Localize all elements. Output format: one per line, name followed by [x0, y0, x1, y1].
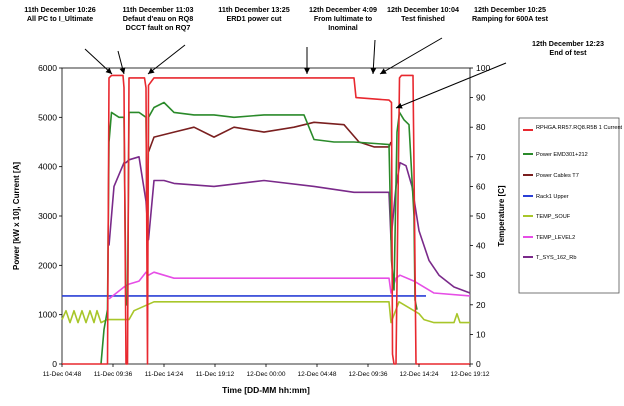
annotation-line: 11th December 13:25	[218, 5, 290, 14]
annotation-line: Defaut d'eau on RQ8	[123, 14, 193, 23]
legend-label-temp-level2: TEMP_LEVEL2	[536, 235, 575, 241]
annotation-arrow-line	[395, 62, 507, 109]
annotation-arrowhead	[148, 67, 155, 74]
annotation-line: 12th December 12:23	[532, 39, 604, 48]
annotation-text: 11th December 13:25 ERD1 power cut	[218, 5, 290, 23]
legend-label-t-sys-162-rb: T_SYS_162_Rb	[536, 255, 576, 261]
legend-label-power-cables-t7: Power Cables T7	[536, 173, 579, 179]
annotation-line: DCCT fault on RQ7	[126, 23, 191, 32]
annotations: 11th December 10:26 All PC to I_Ultimate1…	[24, 5, 604, 109]
annotation-line: Ramping for 600A test	[472, 14, 549, 23]
y2-tick-label: 60	[476, 181, 486, 191]
series-layer	[61, 74, 471, 365]
annotation-arrow-line	[379, 37, 443, 75]
y2-tick-label: 20	[476, 300, 486, 310]
y2-tick-label: 90	[476, 93, 486, 103]
legend-label-temp-souf: TEMP_SOUF	[536, 214, 571, 220]
y2-tick-label: 50	[476, 211, 486, 221]
annotation-line: 12th December 10:04	[387, 5, 459, 14]
x-tick-label: 11-Dec 09:36	[94, 371, 133, 378]
legend-label-rack1-upper: Rack1 Upper	[536, 194, 569, 200]
series-line-power-emd301-212	[100, 101, 418, 365]
y2-tick-label: 30	[476, 270, 486, 280]
annotation-arrow-line	[147, 44, 186, 75]
annotation-text: 11th December 10:26 All PC to I_Ultimate	[24, 5, 96, 23]
y-tick-label: 5000	[38, 112, 57, 122]
x-tick-label: 12-Dec 14:24	[399, 371, 438, 378]
annotation-line: From Iultimate to	[314, 14, 373, 23]
series-line-power-cables-t7	[147, 121, 392, 153]
annotation-text: 12th December 10:04 Test finished	[387, 5, 459, 23]
annotation-arrowhead	[370, 67, 377, 74]
y2-axis-label: Temperature [C]	[497, 185, 506, 247]
legend-label-rphga-rr57-rq8-r5b-1-current: RPHGA.RR57.RQ8.R5B 1 Current	[536, 125, 623, 131]
annotation-line: 12th December 10:25	[474, 5, 546, 14]
y2-tick-label: 40	[476, 241, 486, 251]
y-axis-label: Power [kW x 10], Current [A]	[12, 162, 21, 270]
y2-tick-label: 100	[476, 63, 490, 73]
y-tick-label: 6000	[38, 63, 57, 73]
y-tick-label: 1000	[38, 310, 57, 320]
x-tick-label: 12-Dec 19:12	[450, 371, 489, 378]
annotation-arrow-line	[84, 48, 113, 75]
annotation-line: ERD1 power cut	[226, 14, 282, 23]
y-tick-label: 3000	[38, 211, 57, 221]
series-line-t-sys-162-rb	[108, 156, 471, 294]
y-tick-label: 0	[52, 359, 57, 369]
series-line-temp-souf	[61, 300, 470, 324]
annotation-line: 11th December 11:03	[122, 5, 193, 14]
x-tick-label: 11-Dec 14:24	[145, 371, 184, 378]
x-tick-label: 12-Dec 00:00	[246, 371, 285, 378]
annotation-line: Inominal	[328, 23, 358, 32]
annotation-line: Test finished	[401, 14, 445, 23]
x-tick-label: 11-Dec 04:48	[43, 371, 82, 378]
annotation-text: 12th December 12:23 End of test	[532, 39, 604, 57]
legend: RPHGA.RR57.RQ8.R5B 1 Current Power EMD301…	[523, 125, 623, 261]
x-tick-label: 11-Dec 19:12	[196, 371, 235, 378]
annotation-line: 12th December 4:09	[309, 5, 377, 14]
y2-tick-label: 0	[476, 359, 481, 369]
y-tick-label: 4000	[38, 162, 57, 172]
y2-tick-label: 10	[476, 329, 486, 339]
annotation-text: 12th December 10:25 Ramping for 600A test	[472, 5, 549, 23]
annotation-line: 11th December 10:26	[24, 5, 96, 14]
annotation-arrowhead	[119, 67, 126, 74]
annotation-arrowhead	[380, 68, 387, 74]
legend-box	[518, 117, 620, 294]
annotation-text: 11th December 11:03 Defaut d'eau on RQ8 DC…	[122, 5, 193, 32]
annotation-arrowhead	[304, 68, 310, 74]
legend-label-power-emd301-212: Power EMD301+212	[536, 152, 588, 158]
annotation-text: 12th December 4:09 From Iultimate to Inomi…	[309, 5, 377, 32]
annotation-line: All PC to I_Ultimate	[27, 14, 93, 23]
x-tick-label: 12-Dec 04:48	[297, 371, 336, 378]
x-tick-label: 12-Dec 09:36	[348, 371, 387, 378]
x-axis-label: Time [DD-MM hh:mm]	[222, 385, 310, 395]
annotation-arrowhead	[105, 67, 112, 74]
annotation-arrowhead	[396, 102, 403, 109]
annotation-line: End of test	[549, 48, 587, 57]
y2-tick-label: 70	[476, 152, 486, 162]
y2-tick-label: 80	[476, 122, 486, 132]
axes-layer: 0 1000 2000 3000 4000 5000 6000 0 10 20 30 40 50 60 70…	[38, 63, 490, 378]
series-line-rphga-rr57-rq8-r5b-1-current	[62, 74, 470, 365]
y-tick-label: 2000	[38, 260, 57, 270]
series-line-temp-level2	[108, 271, 471, 300]
